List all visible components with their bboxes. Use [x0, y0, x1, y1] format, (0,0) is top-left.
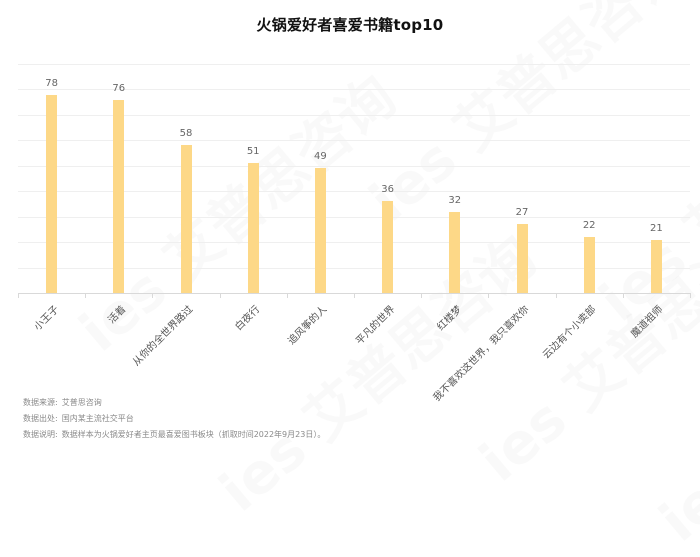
x-axis-tick [556, 293, 557, 298]
plot-area: 78 76 58 51 49 36 32 27 22 21 [18, 64, 691, 298]
bar-value-label: 78 [45, 77, 58, 89]
gridline [18, 191, 690, 193]
bar-value-label: 36 [381, 184, 394, 196]
bar[interactable] [449, 211, 461, 293]
note-source: 数据来源: 艾普思咨询 [23, 395, 325, 411]
gridline [18, 216, 690, 218]
bar-value-label: 49 [314, 151, 327, 163]
footnotes: 数据来源: 艾普思咨询 数据出处: 国内某主流社交平台 数据说明: 数据样本为火锅爱好… [23, 395, 325, 443]
bar[interactable] [247, 163, 259, 293]
x-axis-tick [354, 293, 355, 298]
x-axis-tick [220, 293, 221, 298]
gridline [18, 64, 690, 65]
bar-value-label: 32 [448, 194, 462, 206]
bar-value-label: 51 [246, 146, 260, 158]
x-axis-category-label: 魔道祖师 [629, 304, 666, 341]
x-axis-category-label: 白夜行 [233, 304, 263, 334]
x-axis-tick [85, 293, 86, 298]
bar-value-label: 21 [650, 222, 663, 234]
bar-value-label: 58 [179, 128, 193, 140]
note-description: 数据说明: 数据样本为火锅爱好者主页最喜爱图书板块（抓取时间2022年9月23日）… [23, 427, 325, 443]
note-origin-key: 数据出处: [23, 414, 58, 423]
bar[interactable] [382, 201, 394, 293]
x-axis-category-label: 从你的全世界路过 [130, 304, 196, 369]
x-axis-category-label: 小王子 [31, 304, 61, 334]
x-axis-tick [287, 293, 288, 298]
x-axis-category-label: 红楼梦 [435, 304, 465, 334]
x-axis-tick [690, 293, 691, 298]
bar[interactable] [314, 168, 326, 293]
note-origin: 数据出处: 国内某主流社交平台 [23, 411, 325, 427]
bar-value-label: 27 [515, 207, 529, 219]
gridline [18, 267, 690, 269]
bar[interactable] [516, 224, 528, 293]
bar-value-label: 22 [582, 220, 596, 232]
note-description-key: 数据说明: [23, 430, 58, 439]
x-axis-category-label: 活着 [106, 304, 129, 326]
x-axis-tick [623, 293, 624, 298]
x-axis-tick [152, 293, 153, 298]
x-axis-tick [488, 293, 489, 298]
x-axis-category-label: 云边有个小卖部 [541, 304, 599, 362]
bar-value-label: 76 [112, 82, 126, 94]
bar[interactable] [650, 239, 662, 293]
x-axis-tick [421, 293, 422, 298]
chart-title: 火锅爱好者喜爱书籍top10 [256, 16, 444, 34]
gridline [18, 140, 690, 142]
note-source-value: 艾普思咨询 [61, 398, 102, 407]
note-source-key: 数据来源: [23, 398, 58, 407]
x-axis-category-label: 平凡的世界 [353, 304, 397, 348]
gridline [18, 114, 690, 116]
gridline [18, 165, 690, 167]
note-origin-value: 国内某主流社交平台 [61, 414, 134, 423]
bar[interactable] [46, 94, 58, 293]
x-axis-category-label: 追风筝的人 [286, 304, 330, 348]
bar[interactable] [583, 237, 595, 293]
x-axis-tick [18, 293, 19, 298]
gridline [18, 242, 690, 244]
bar[interactable] [180, 145, 192, 293]
note-description-value: 数据样本为火锅爱好者主页最喜爱图书板块（抓取时间2022年9月23日）。 [61, 430, 326, 439]
bar[interactable] [113, 99, 125, 293]
gridline [18, 89, 690, 91]
